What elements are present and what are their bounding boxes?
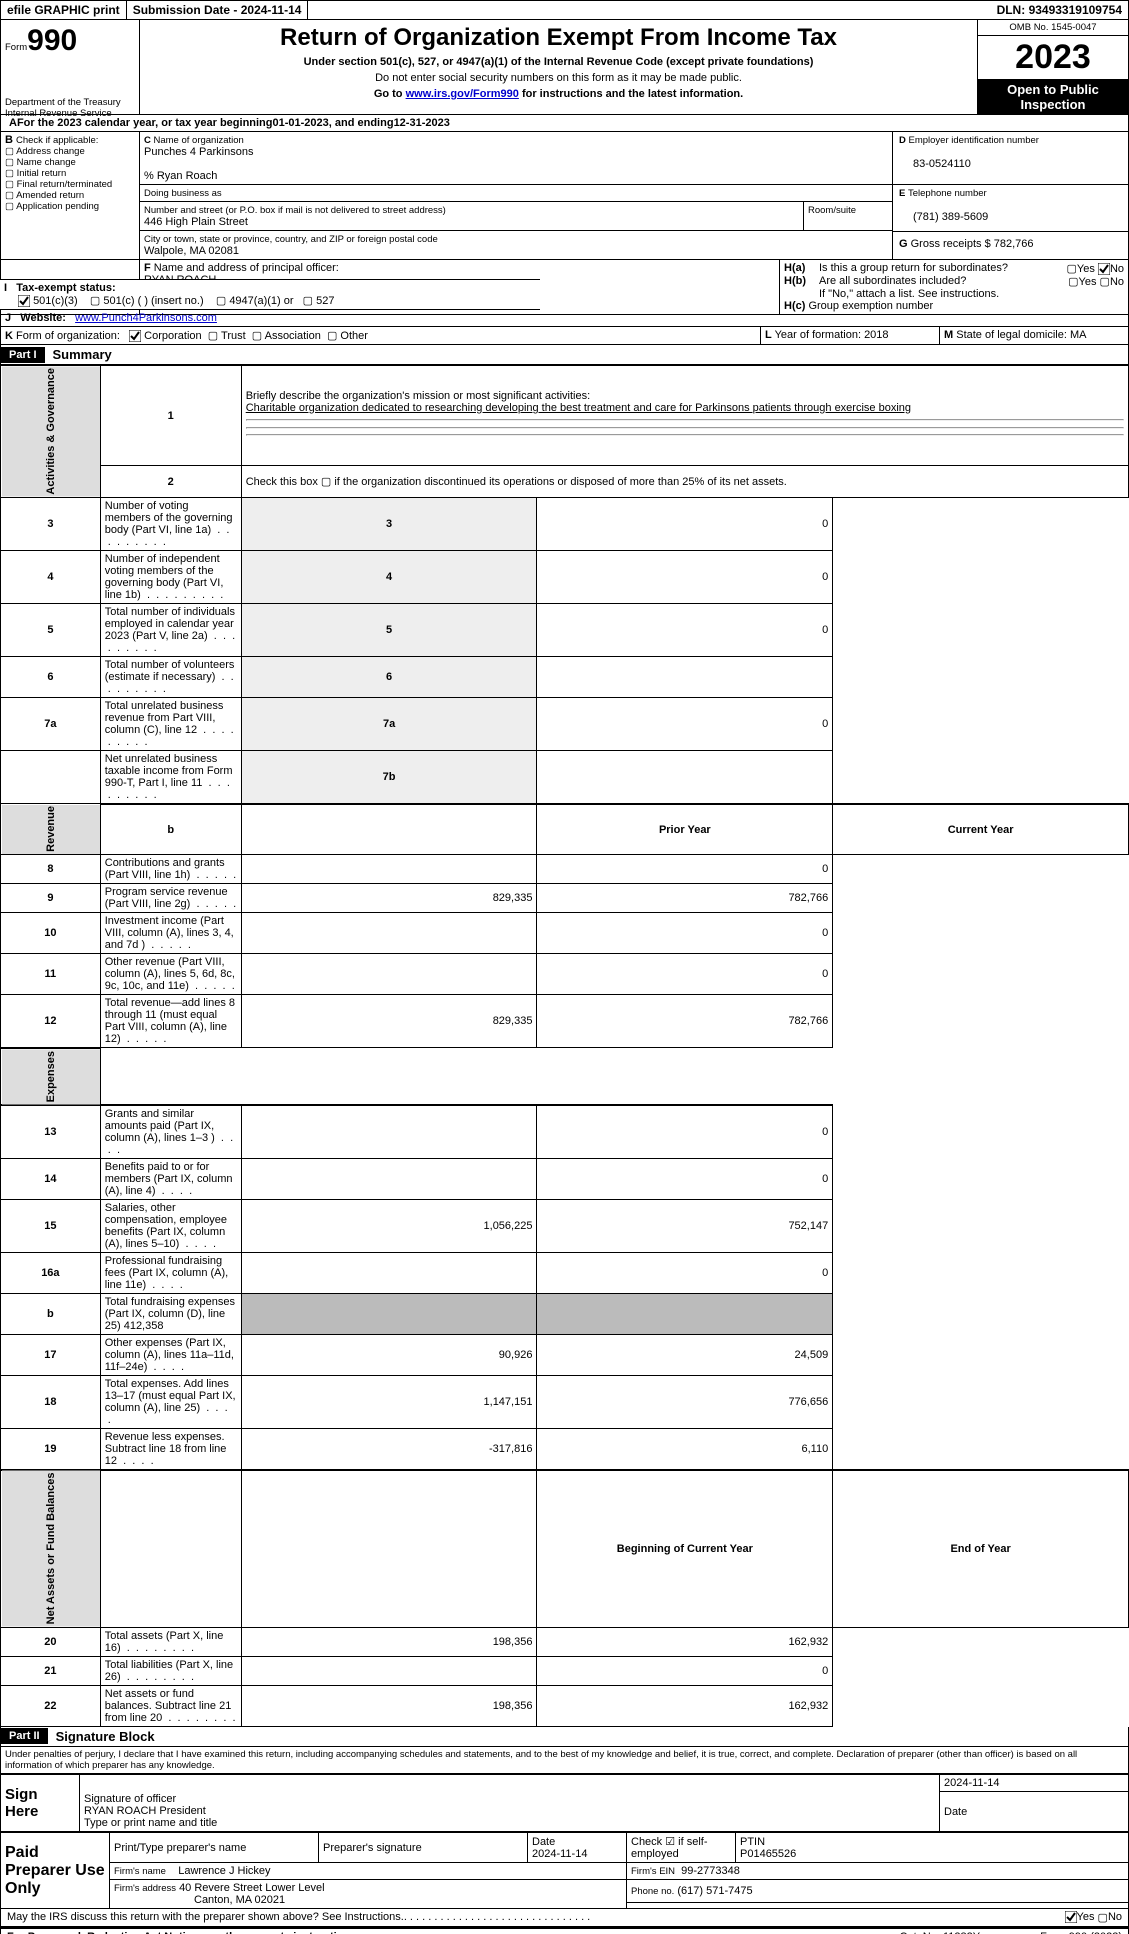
perjury-declaration: Under penalties of perjury, I declare th… — [0, 1747, 1129, 1774]
revenue-row: 10Investment income (Part VIII, column (… — [1, 913, 1129, 954]
form-number: 990 — [27, 24, 77, 57]
summary-row: 5Total number of individuals employed in… — [1, 603, 1129, 656]
mission-text: Charitable organization dedicated to res… — [246, 402, 911, 414]
submission-date: Submission Date - 2024-11-14 — [127, 1, 309, 19]
ssn-note: Do not enter social security numbers on … — [144, 72, 973, 84]
expense-row: 13Grants and similar amounts paid (Part … — [1, 1105, 1129, 1159]
line-klm: K Form of organization: Corporation ▢ Tr… — [0, 327, 1129, 345]
checkbox-name-change[interactable]: ▢ Name change — [5, 157, 135, 168]
checkmark-icon — [1098, 263, 1110, 275]
goto-note: Go to www.irs.gov/Form990 for instructio… — [144, 88, 973, 100]
checkbox-initial-return[interactable]: ▢ Initial return — [5, 168, 135, 179]
part-2-header: Part IISignature Block — [0, 1727, 1129, 1747]
box-deg: D Employer identification number83-05241… — [893, 132, 1128, 259]
org-name: Punches 4 Parkinsons — [144, 146, 253, 158]
side-na: Net Assets or Fund Balances — [1, 1470, 101, 1627]
expense-row: 19Revenue less expenses. Subtract line 1… — [1, 1429, 1129, 1471]
phone: (781) 389-5609 — [913, 211, 988, 223]
summary-table: Activities & Governance 1 Briefly descri… — [0, 365, 1129, 1727]
gross-receipts: 782,766 — [994, 238, 1034, 250]
netassets-row: 22Net assets or fund balances. Subtract … — [1, 1685, 1129, 1726]
expense-row: bTotal fundraising expenses (Part IX, co… — [1, 1294, 1129, 1335]
side-ag: Activities & Governance — [1, 366, 101, 498]
form-subtitle: Under section 501(c), 527, or 4947(a)(1)… — [144, 56, 973, 68]
efile-label: efile GRAPHIC print — [1, 1, 127, 19]
discuss-row: May the IRS discuss this return with the… — [0, 1909, 1129, 1927]
revenue-row: 8Contributions and grants (Part VIII, li… — [1, 855, 1129, 884]
netassets-row: 21Total liabilities (Part X, line 26) . … — [1, 1656, 1129, 1685]
ein: 83-0524110 — [913, 158, 971, 170]
org-care-of: % Ryan Roach — [144, 170, 217, 182]
checkmark-icon — [1065, 1911, 1077, 1923]
netassets-row: 20Total assets (Part X, line 16) . . . .… — [1, 1627, 1129, 1656]
revenue-row: 9Program service revenue (Part VIII, lin… — [1, 884, 1129, 913]
org-street: 446 High Plain Street — [144, 216, 248, 228]
website-link[interactable]: www.Punch4Parkinsons.com — [75, 312, 217, 324]
entity-block: B Check if applicable: ▢ Address change▢… — [0, 132, 1129, 260]
irs-link[interactable]: www.irs.gov/Form990 — [406, 88, 519, 100]
officer-sig: RYAN ROACH President — [84, 1805, 206, 1817]
revenue-row: 12Total revenue—add lines 8 through 11 (… — [1, 995, 1129, 1048]
sign-here-table: Sign Here 2024-11-14 Signature of office… — [0, 1774, 1129, 1833]
top-bar: efile GRAPHIC print Submission Date - 20… — [0, 0, 1129, 20]
side-exp: Expenses — [1, 1048, 101, 1105]
line-i: I Tax-exempt status: 501(c)(3) ▢ 501(c) … — [0, 279, 540, 310]
box-b: B Check if applicable: ▢ Address change▢… — [1, 132, 140, 259]
footer: For Paperwork Reduction Act Notice, see … — [0, 1927, 1129, 1934]
form-title: Return of Organization Exempt From Incom… — [144, 24, 973, 52]
summary-row: 7aTotal unrelated business revenue from … — [1, 697, 1129, 750]
revenue-row: 11Other revenue (Part VIII, column (A), … — [1, 954, 1129, 995]
checkbox-application-pending[interactable]: ▢ Application pending — [5, 201, 135, 212]
summary-row: 6Total number of volunteers (estimate if… — [1, 656, 1129, 697]
summary-row: 3Number of voting members of the governi… — [1, 497, 1129, 550]
expense-row: 16aProfessional fundraising fees (Part I… — [1, 1253, 1129, 1294]
expense-row: 14Benefits paid to or for members (Part … — [1, 1159, 1129, 1200]
summary-row: 4Number of independent voting members of… — [1, 550, 1129, 603]
side-rev: Revenue — [1, 804, 101, 855]
checkbox-amended-return[interactable]: ▢ Amended return — [5, 190, 135, 201]
expense-row: 18Total expenses. Add lines 13–17 (must … — [1, 1376, 1129, 1429]
form-header: Form990 Department of the Treasury Inter… — [0, 20, 1129, 115]
checkmark-icon — [129, 330, 141, 342]
expense-row: 15Salaries, other compensation, employee… — [1, 1200, 1129, 1253]
checkbox-final-return-terminated[interactable]: ▢ Final return/terminated — [5, 179, 135, 190]
dln: DLN: 93493319109754 — [991, 1, 1128, 19]
part-1-header: Part ISummary — [0, 345, 1129, 365]
expense-row: 17Other expenses (Part IX, column (A), l… — [1, 1335, 1129, 1376]
org-city: Walpole, MA 02081 — [144, 245, 239, 257]
dept-treasury: Department of the Treasury — [5, 97, 135, 108]
tax-year: 2023 — [978, 36, 1128, 80]
checkmark-icon — [18, 295, 30, 307]
paid-preparer-table: Paid Preparer Use Only Print/Type prepar… — [0, 1832, 1129, 1909]
checkbox-address-change[interactable]: ▢ Address change — [5, 146, 135, 157]
open-inspection: Open to Public Inspection — [978, 80, 1128, 114]
omb: OMB No. 1545-0047 — [978, 20, 1128, 36]
line-a: A For the 2023 calendar year, or tax yea… — [0, 115, 1129, 132]
box-h: H(a)Is this a group return for subordina… — [780, 260, 1128, 314]
box-c: C Name of organization Punches 4 Parkins… — [140, 132, 893, 259]
summary-row: Net unrelated business taxable income fr… — [1, 750, 1129, 804]
line-j: J Website: www.Punch4Parkinsons.com — [0, 310, 1129, 327]
